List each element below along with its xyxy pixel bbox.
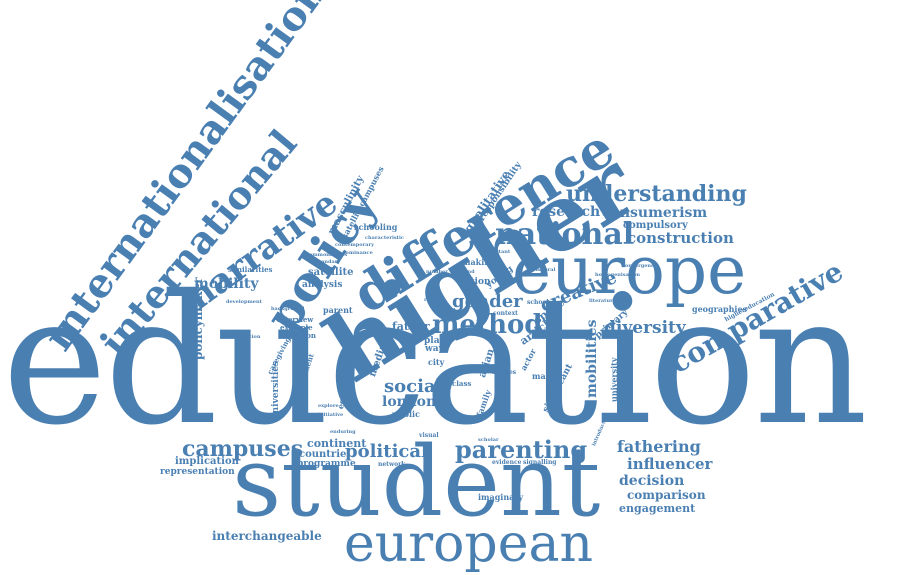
word-construction: construction bbox=[627, 229, 734, 247]
word-development: development bbox=[226, 299, 262, 305]
word-interview: interview bbox=[277, 315, 314, 324]
word-fathering: fathering bbox=[617, 437, 701, 456]
word-student: student bbox=[232, 426, 601, 538]
word-decision: decision bbox=[619, 473, 685, 489]
word-continent: continent bbox=[307, 437, 367, 450]
word-satellite: satellite bbox=[308, 267, 354, 278]
word-social: social bbox=[384, 376, 443, 397]
word-network: network bbox=[378, 461, 406, 468]
word-european: european bbox=[344, 514, 593, 574]
word-convergence: convergence bbox=[622, 263, 658, 269]
word-engagement: engagement bbox=[619, 502, 696, 515]
word-father: father bbox=[392, 320, 430, 333]
word-gender: gender bbox=[452, 291, 523, 312]
word-initiative: initiative bbox=[318, 412, 344, 418]
word-homogenisation: homogenisation bbox=[595, 272, 641, 278]
word-university: university bbox=[609, 357, 619, 402]
word-city: city bbox=[428, 357, 445, 367]
word-national: national bbox=[495, 217, 635, 252]
word-interchangeable: interchangeable bbox=[212, 529, 322, 543]
word-imaginary: imaginary bbox=[478, 492, 524, 502]
word-compulsory: compulsory bbox=[623, 220, 688, 231]
word-public: public bbox=[392, 409, 420, 419]
word-europe: europe bbox=[512, 232, 747, 309]
word-understanding: understanding bbox=[566, 181, 747, 207]
word-example: example bbox=[280, 323, 313, 332]
word-visual: visual bbox=[419, 432, 439, 439]
word-characteristic: characteristic bbox=[365, 235, 404, 241]
word-dominance: dominance bbox=[342, 250, 373, 256]
word-campuses: campuses bbox=[182, 436, 304, 462]
word-place: place bbox=[424, 336, 451, 346]
word-making: making bbox=[462, 257, 496, 267]
word-enduring: enduring bbox=[330, 429, 356, 435]
word-parent: parent bbox=[323, 305, 353, 315]
word-research: research bbox=[532, 204, 601, 220]
word-explore: explore bbox=[318, 403, 339, 409]
word-secondary: secondary bbox=[312, 259, 341, 265]
word-consumerism: consumerism bbox=[602, 205, 708, 221]
word-commonalities: commonalities bbox=[306, 252, 348, 258]
word-studies: studies bbox=[492, 369, 517, 376]
word-education: education bbox=[2, 257, 868, 464]
word-policymaker: policymaker bbox=[191, 277, 205, 360]
word-relation: relation bbox=[285, 331, 316, 340]
word-england: england bbox=[452, 269, 475, 275]
word-london: london bbox=[382, 394, 437, 410]
word-school: school bbox=[527, 299, 549, 306]
word-way: way bbox=[425, 344, 444, 354]
word-nation: nation bbox=[458, 277, 491, 287]
word-context: context bbox=[493, 310, 518, 317]
word-diversity: diversity bbox=[604, 318, 686, 338]
word-geographies: geographies bbox=[692, 304, 748, 314]
word-representation: representation bbox=[160, 467, 235, 477]
word-implication: implication bbox=[175, 456, 239, 467]
word-assumption: assumption bbox=[228, 334, 261, 340]
word-method: method bbox=[432, 310, 543, 340]
word-analysis: analysis bbox=[302, 280, 343, 290]
word-parenting: parenting bbox=[455, 435, 588, 464]
word-similarities: similarities bbox=[228, 265, 273, 274]
word-respect: respect bbox=[424, 297, 445, 303]
word-signalling: signalling bbox=[523, 459, 557, 466]
word-background: background bbox=[271, 306, 305, 312]
word-influencer: influencer bbox=[627, 455, 713, 473]
word-contemporary: contemporary bbox=[335, 242, 375, 248]
word-many: many bbox=[532, 371, 557, 381]
word-political: political bbox=[345, 441, 428, 462]
word-temporal: temporal bbox=[530, 267, 556, 273]
word-class: class bbox=[452, 379, 472, 388]
word-mobility: mobility bbox=[194, 276, 259, 292]
word-scholar: scholar bbox=[478, 437, 499, 443]
word-programme: programme bbox=[297, 459, 356, 469]
word-countrie: countrie bbox=[299, 449, 347, 460]
word-comparison: comparison bbox=[627, 488, 706, 502]
word-important: important bbox=[482, 249, 511, 255]
word-literature: literature bbox=[589, 298, 616, 304]
word-evidence: evidence bbox=[492, 459, 522, 466]
word-schooling: schooling bbox=[354, 222, 398, 232]
word-number: number bbox=[426, 269, 448, 275]
